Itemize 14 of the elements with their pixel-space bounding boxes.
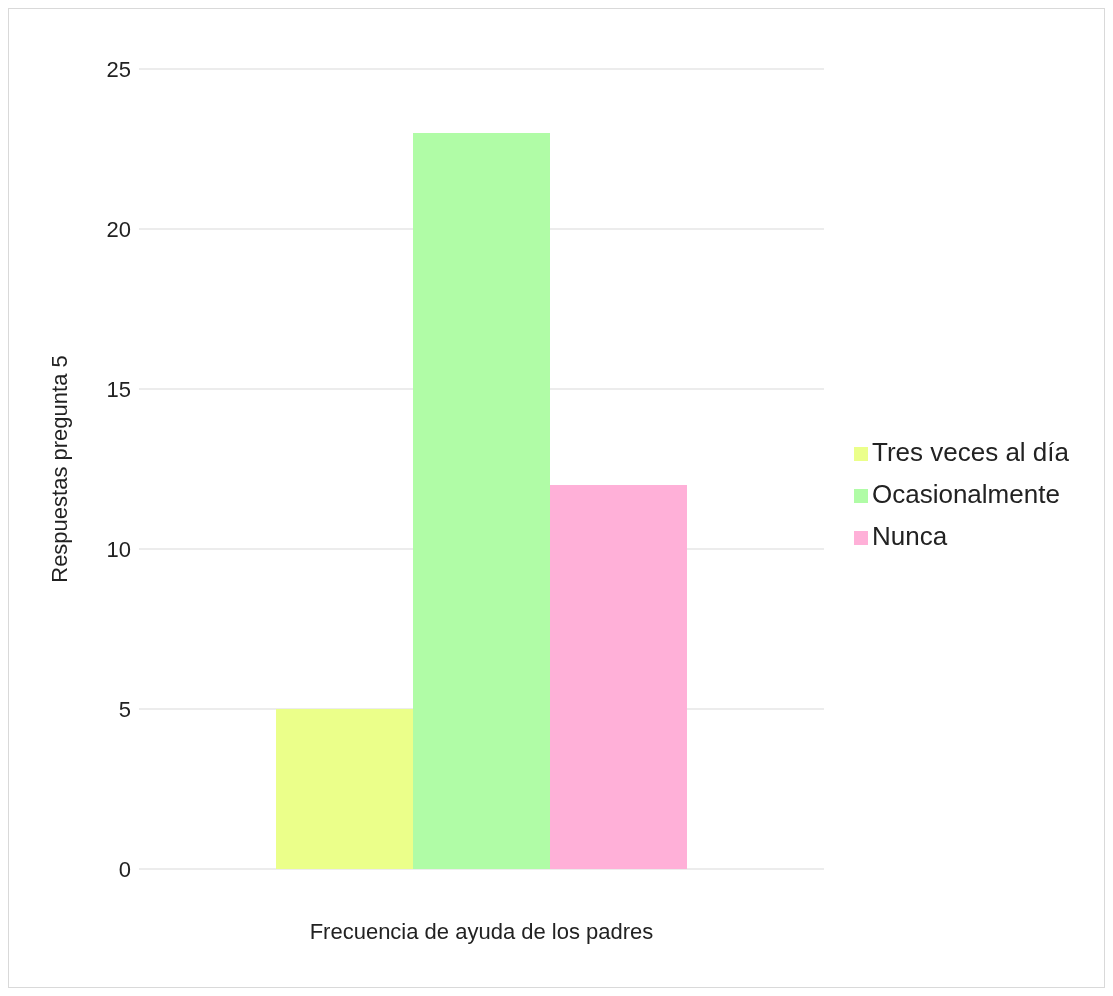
legend-label: Ocasionalmente xyxy=(871,479,1060,509)
y-tick-label: 5 xyxy=(118,696,131,722)
y-tick-label: 20 xyxy=(106,216,131,242)
bar xyxy=(413,133,550,869)
bar xyxy=(276,709,413,869)
y-tick-label: 10 xyxy=(106,536,131,562)
y-tick-label: 0 xyxy=(118,856,131,882)
x-axis-title: Frecuencia de ayuda de los padres xyxy=(309,919,654,944)
y-axis-title: Respuestas pregunta 5 xyxy=(46,355,72,583)
y-tick-label: 25 xyxy=(106,56,131,82)
y-tick-label: 15 xyxy=(106,376,131,402)
bar xyxy=(550,485,687,869)
legend-label: Nunca xyxy=(871,521,948,551)
legend-label: Tres veces al día xyxy=(871,437,1069,467)
